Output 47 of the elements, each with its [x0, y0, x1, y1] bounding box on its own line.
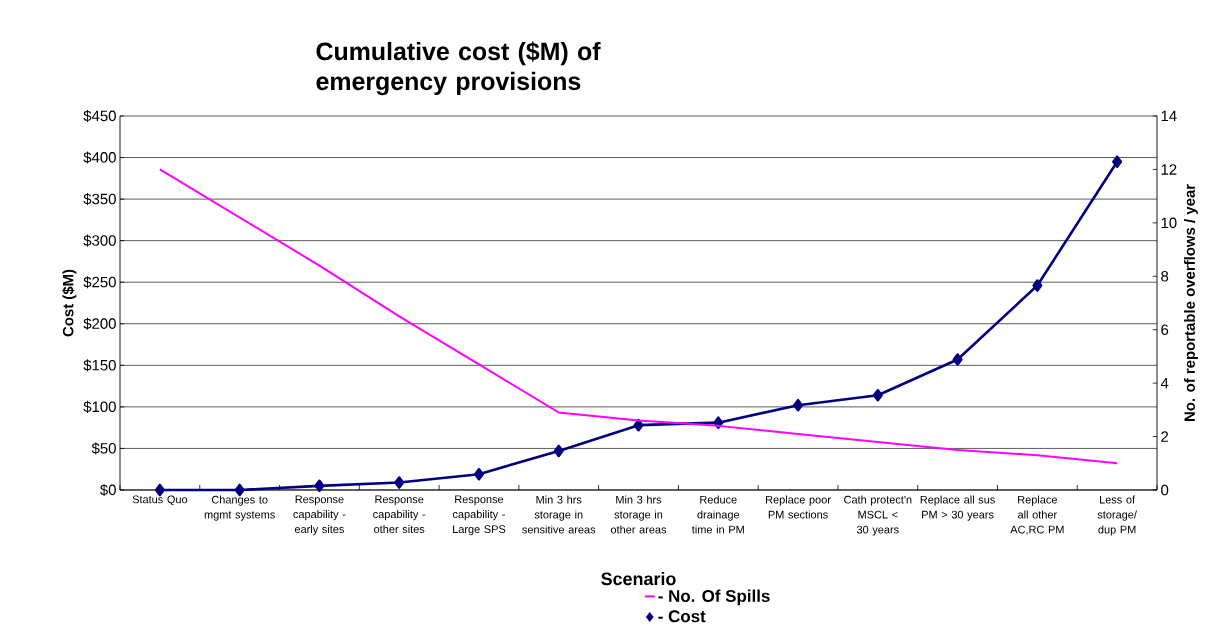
- y2-axis-title: No. of reportable overflows / year: [1183, 184, 1198, 422]
- x-axis-title: Scenario: [601, 572, 676, 586]
- y-tick-label: $350: [83, 193, 116, 206]
- point: [473, 467, 485, 481]
- y-tick-label: $250: [83, 276, 116, 289]
- y-tick-label: $100: [83, 400, 116, 413]
- y-tick-label: $50: [91, 442, 116, 455]
- point: [872, 388, 883, 402]
- legend-label: - No. Of Spills: [658, 589, 770, 606]
- x-tick-label: Less of storage/ dup PM: [1097, 495, 1137, 536]
- y2-tick-label: 4: [1160, 377, 1169, 389]
- x-tick-label: Reduce drainage time in PM: [691, 495, 744, 534]
- point: [633, 418, 644, 432]
- x-tick-label: Response capability - other sites: [373, 495, 426, 534]
- chart-title: Cumulative cost ($M) of emergency provisions: [316, 41, 601, 96]
- x-tick-label: Status Quo: [132, 495, 188, 506]
- y2-tick-label: 12: [1161, 164, 1177, 175]
- y2-tick-label: 8: [1161, 270, 1169, 282]
- x-tick-label: Replace poor PM sections: [766, 495, 831, 519]
- point: [952, 353, 963, 366]
- x-tick-label: Replace all other AC,RC PM: [1010, 495, 1064, 535]
- y2-tick-label: 14: [1161, 110, 1177, 122]
- y-tick-label: $150: [83, 359, 116, 372]
- point: [1112, 155, 1123, 168]
- y2-tick-label: 2: [1161, 431, 1169, 442]
- y-axis-title: Cost ($M): [62, 269, 77, 337]
- point: [314, 479, 325, 493]
- y2-tick-label: 0: [1161, 484, 1169, 496]
- x-tick-label: Response capability - early sites: [293, 495, 346, 536]
- x-tick-label: Changes to mgmt systems: [204, 495, 275, 521]
- y-tick-label: $450: [83, 109, 116, 123]
- y-tick-label: $400: [83, 151, 116, 164]
- y-tick-label: $200: [83, 317, 116, 330]
- x-tick-label: Min 3 hrs storage in sensitive areas: [522, 495, 596, 534]
- y-tick-label: $300: [83, 234, 116, 247]
- y-tick-label: $0: [100, 483, 116, 497]
- point: [553, 444, 564, 458]
- y2-tick-label: 6: [1161, 324, 1169, 335]
- x-tick-label: Cath protect'n MSCL < 30 years: [844, 495, 912, 536]
- x-tick-label: Response capability - Large SPS: [452, 495, 506, 536]
- y2-tick-label: 10: [1161, 217, 1177, 229]
- point: [394, 476, 405, 489]
- point: [792, 398, 804, 412]
- point: [1032, 279, 1043, 292]
- legend-label: - Cost: [658, 610, 706, 623]
- x-tick-label: Replace all sus PM > 30 years: [920, 495, 995, 521]
- x-tick-label: Min 3 hrs storage in other areas: [610, 495, 667, 534]
